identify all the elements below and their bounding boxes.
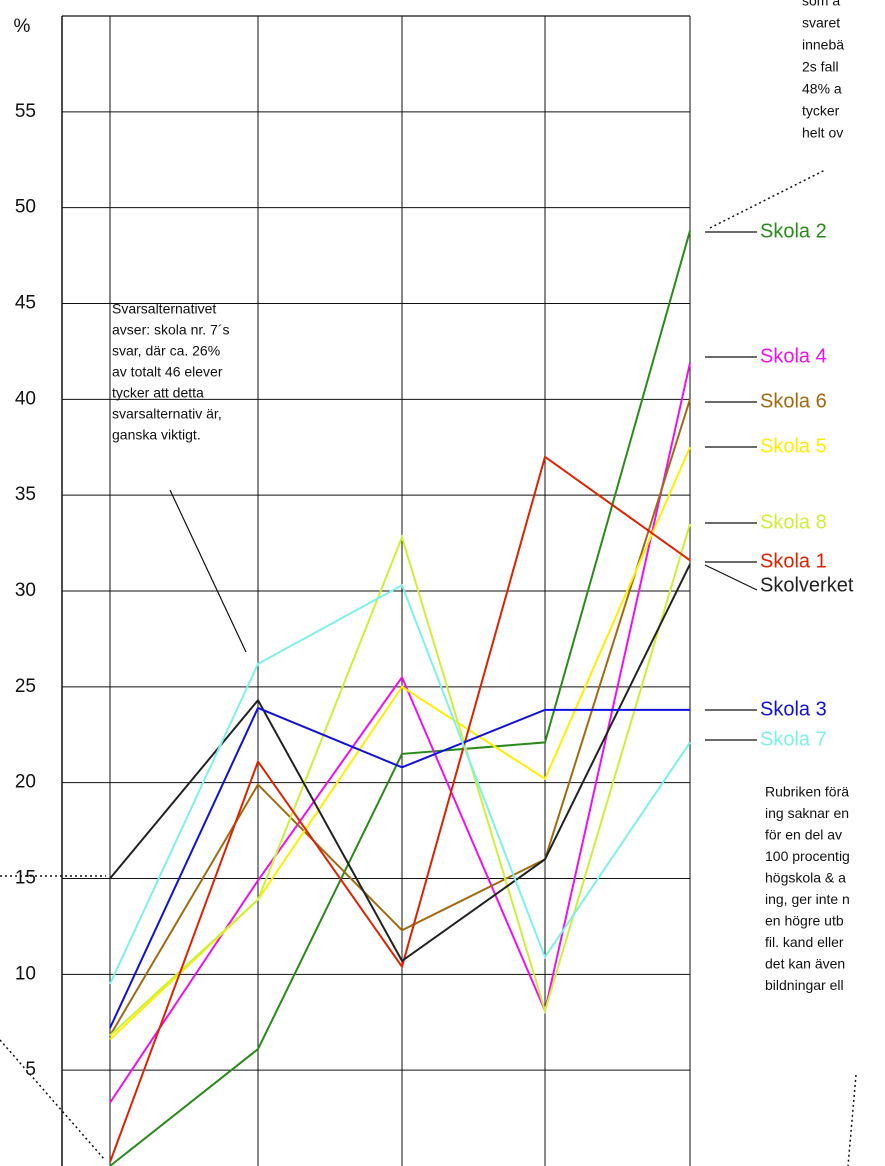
series-line	[109, 455, 691, 1163]
annotation-text: högskola & a	[765, 870, 846, 886]
y-tick-label: 35	[15, 484, 36, 505]
series-line	[109, 230, 691, 1166]
legend-label: Skola 4	[760, 345, 827, 367]
annotation-text: för en del av	[765, 827, 842, 843]
dotted-pointers	[0, 169, 857, 1166]
y-tick-label: 5	[25, 1059, 36, 1080]
leader-line	[704, 564, 758, 591]
y-tick-label: 45	[15, 293, 36, 314]
annotation-text: som a	[802, 0, 840, 9]
annotation-text: Rubriken förä	[765, 784, 849, 800]
annotation-text: ing saknar en	[765, 805, 849, 821]
legend-label: Skola 1	[760, 550, 827, 572]
annotation-text: 48% a	[802, 81, 842, 97]
y-axis-label: %	[14, 16, 31, 37]
y-tick-label: 55	[15, 101, 36, 122]
annotation-text: innebä	[802, 37, 844, 53]
y-tick-label: 10	[15, 963, 36, 984]
annotation-text: av totalt 46 elever	[112, 364, 223, 380]
annotation-text: svarsalternativ är,	[112, 406, 222, 422]
y-tick-label: 15	[15, 868, 36, 889]
y-tick-label: 25	[15, 676, 36, 697]
annotation-text: det kan även	[765, 956, 845, 972]
series-line	[109, 563, 691, 963]
legend-label: Skola 5	[760, 435, 827, 457]
legend-label: Skola 3	[760, 698, 827, 720]
annotation-text: tycker att detta	[112, 385, 204, 401]
annotation-text: svaret	[802, 15, 840, 31]
annotation-text: fil. kand eller	[765, 934, 844, 950]
y-tick-label: 20	[15, 772, 36, 793]
annotation-text: ganska viktigt.	[112, 427, 201, 443]
annotation-text: svar, där ca. 26%	[112, 343, 220, 359]
series-line	[109, 583, 691, 985]
pointer	[0, 1039, 106, 1161]
pointer	[847, 1074, 857, 1166]
legend-label: Skola 8	[760, 511, 827, 533]
annotation-text: tycker	[802, 103, 840, 119]
annotation-text: 100 procentig	[765, 848, 850, 864]
pointer	[709, 169, 826, 229]
y-tick-label: 40	[15, 388, 36, 409]
annotation-text: 2s fall	[802, 59, 839, 75]
series-line	[109, 362, 691, 1104]
series-line	[109, 399, 691, 1037]
annotation-text: bildningar ell	[765, 977, 844, 993]
legend-label: Skola 7	[760, 728, 827, 750]
series-line	[109, 523, 691, 1037]
annotation-text: helt ov	[802, 125, 843, 141]
annotation-text: ing, ger inte n	[765, 891, 850, 907]
legend-label: Skola 6	[760, 390, 827, 412]
series-line	[109, 706, 690, 1029]
annotation-text: Svarsalternativet	[112, 301, 216, 317]
legend-label: Skola 2	[760, 220, 827, 242]
pointer	[169, 489, 247, 653]
annotation-text: avser: skola nr. 7´s	[112, 322, 230, 338]
legend-label: Skolverket	[760, 574, 854, 596]
y-tick-label: 30	[15, 580, 36, 601]
y-tick-label: 50	[15, 197, 36, 218]
annotation-text: en högre utb	[765, 913, 844, 929]
